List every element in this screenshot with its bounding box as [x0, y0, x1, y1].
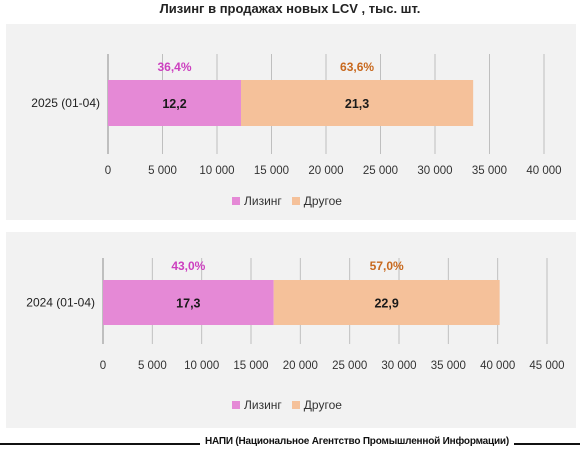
bar-value-label: 21,3	[345, 97, 369, 111]
x-tick-label: 45 000	[529, 360, 564, 372]
x-tick-label: 35 000	[431, 360, 466, 372]
x-tick-label: 25 000	[332, 360, 367, 372]
x-tick-label: 25 000	[363, 165, 398, 177]
share-label: 63,6%	[340, 60, 374, 74]
chart-2025-svg: 0 5 000 10 000 15 000 20 000 25 000 30 000 35 0…	[31, 54, 562, 177]
chart-panel-2024: 0 5 000 10 000 15 000 20 000 25 000 30 000 35 0…	[6, 232, 576, 428]
legend-swatch-leasing	[232, 401, 240, 409]
share-label: 36,4%	[157, 60, 191, 74]
legend-2025: Лизинг Другое	[232, 194, 342, 208]
footer-source: НАПИ (Национальное Агентство Промышленно…	[199, 436, 514, 447]
legend-item-leasing: Лизинг	[232, 194, 282, 208]
bar-value-label: 17,3	[176, 297, 200, 311]
bar-leasing	[108, 80, 241, 126]
x-tick-label: 20 000	[283, 360, 318, 372]
x-tick-label: 0	[105, 165, 111, 177]
category-label: 2024 (01-04)	[26, 296, 95, 310]
category-label: 2025 (01-04)	[31, 96, 100, 110]
x-tick-label: 30 000	[381, 360, 416, 372]
bar-leasing	[103, 280, 274, 325]
x-tick-label: 5 000	[138, 360, 167, 372]
bar-other	[240, 80, 474, 126]
share-label: 57,0%	[370, 259, 404, 273]
chart-2024-svg: 0 5 000 10 000 15 000 20 000 25 000 30 000 35 0…	[26, 258, 565, 372]
x-tick-label: 15 000	[254, 165, 289, 177]
bar-other	[273, 280, 500, 325]
x-tick-label: 40 000	[526, 165, 561, 177]
legend-item-other: Другое	[291, 398, 342, 412]
chart-panel-2025: 0 5 000 10 000 15 000 20 000 25 000 30 000 35 0…	[6, 24, 576, 220]
bar-value-label: 12,2	[162, 97, 186, 111]
legend-item-other: Другое	[291, 194, 342, 208]
legend-swatch-leasing	[232, 197, 240, 205]
x-tick-label: 15 000	[233, 360, 268, 372]
x-tick-label: 20 000	[308, 165, 343, 177]
x-tick-label: 0	[100, 360, 106, 372]
chart-title: Лизинг в продажах новых LCV , тыс. шт.	[159, 1, 421, 16]
legend-swatch-other	[291, 401, 300, 409]
share-label: 43,0%	[171, 259, 205, 273]
legend-label-other: Другое	[303, 194, 342, 208]
x-tick-label: 35 000	[472, 165, 507, 177]
legend-item-leasing: Лизинг	[232, 398, 282, 412]
legend-label-other: Другое	[303, 398, 342, 412]
x-tick-label: 10 000	[199, 165, 234, 177]
legend-label-leasing: Лизинг	[244, 194, 282, 208]
legend-swatch-other	[291, 197, 300, 205]
legend-2024: Лизинг Другое	[232, 398, 342, 412]
x-tick-label: 30 000	[417, 165, 452, 177]
x-tick-label: 40 000	[480, 360, 515, 372]
bar-value-label: 22,9	[374, 297, 398, 311]
x-tick-label: 5 000	[148, 165, 177, 177]
legend-label-leasing: Лизинг	[244, 398, 282, 412]
x-tick-label: 10 000	[184, 360, 219, 372]
